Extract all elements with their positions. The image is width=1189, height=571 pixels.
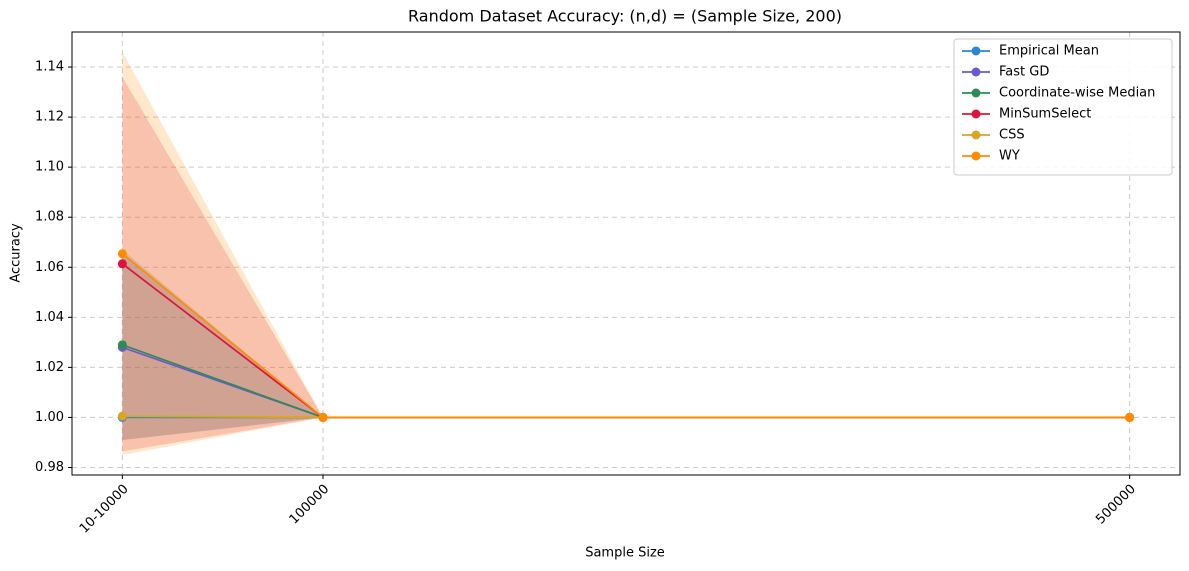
point bbox=[117, 340, 127, 350]
x-axis-label: Sample Size bbox=[585, 546, 665, 561]
y-tick-label: 1.08 bbox=[35, 210, 64, 225]
legend-box bbox=[953, 38, 1173, 176]
legend-marker bbox=[971, 130, 981, 140]
legend-label: WY bbox=[999, 149, 1020, 164]
y-tick-label: 1.04 bbox=[35, 310, 64, 325]
point bbox=[318, 412, 328, 422]
point bbox=[117, 259, 127, 269]
legend-label: Empirical Mean bbox=[999, 44, 1099, 59]
error-band bbox=[122, 249, 1130, 440]
x-tick-label: 10-10000 bbox=[77, 482, 132, 537]
y-tick-label: 1.06 bbox=[35, 260, 64, 275]
legend-marker bbox=[971, 109, 981, 119]
legend-marker bbox=[971, 67, 981, 77]
plot-frame bbox=[71, 31, 1181, 476]
point bbox=[117, 249, 127, 259]
legend-marker bbox=[971, 151, 981, 161]
x-tick-label: 100000 bbox=[287, 482, 333, 528]
point bbox=[1125, 412, 1135, 422]
y-tick-label: 1.02 bbox=[35, 360, 64, 375]
y-tick-label: 0.98 bbox=[35, 460, 64, 475]
y-axis-label: Accuracy bbox=[9, 223, 24, 283]
legend-label: Coordinate-wise Median bbox=[999, 86, 1155, 101]
y-tick-label: 1.00 bbox=[35, 410, 64, 425]
y-tick-label: 1.14 bbox=[35, 60, 64, 75]
legend-marker bbox=[971, 46, 981, 56]
error-band bbox=[122, 254, 1130, 440]
x-tick-label: 500000 bbox=[1093, 482, 1139, 528]
point bbox=[117, 411, 127, 421]
legend: Empirical Mean Fast GD Coordinate-wise Med… bbox=[953, 38, 1173, 176]
error-band bbox=[122, 52, 1130, 455]
legend-marker bbox=[971, 88, 981, 98]
legend-label: Fast GD bbox=[999, 65, 1049, 80]
y-tick-label: 1.10 bbox=[35, 160, 64, 175]
y-tick-label: 1.12 bbox=[35, 110, 64, 125]
chart-title: Random Dataset Accuracy: (n,d) = (Sample… bbox=[408, 7, 842, 26]
error-band bbox=[122, 77, 1130, 452]
legend-label: CSS bbox=[999, 128, 1025, 143]
legend-label: MinSumSelect bbox=[999, 107, 1091, 122]
